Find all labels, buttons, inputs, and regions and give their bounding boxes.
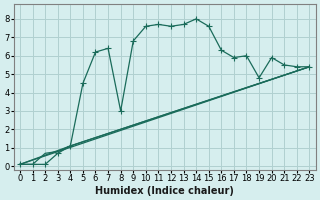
X-axis label: Humidex (Indice chaleur): Humidex (Indice chaleur): [95, 186, 234, 196]
